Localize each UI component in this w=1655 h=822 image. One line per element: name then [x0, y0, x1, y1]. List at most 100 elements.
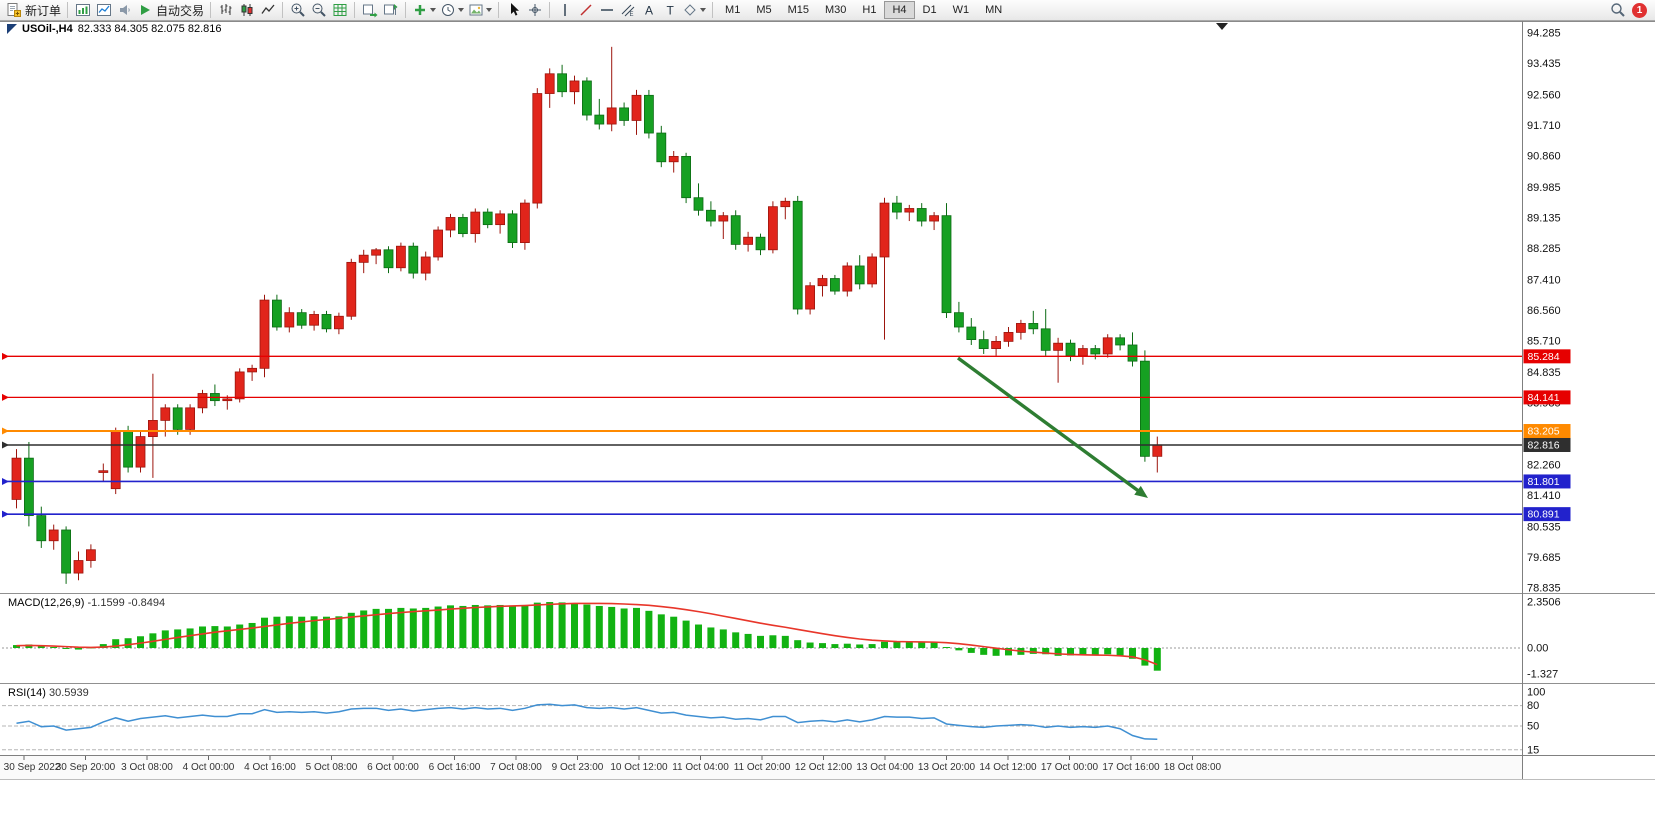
- cursor-tool-button[interactable]: [503, 1, 524, 20]
- equidistant-channel-tool-button[interactable]: E: [617, 1, 638, 20]
- templates-button[interactable]: [466, 1, 494, 20]
- candle-body: [11, 457, 22, 500]
- horizontal-price-line[interactable]: 85.284: [2, 349, 1571, 364]
- timeframe-m1-button[interactable]: M1: [717, 1, 748, 19]
- timeframe-m5-button[interactable]: M5: [748, 1, 779, 19]
- timeframe-d1-button[interactable]: D1: [915, 1, 945, 19]
- toolbar-separator: [354, 2, 356, 18]
- candle: [755, 233, 766, 256]
- candle: [941, 203, 952, 319]
- zoom-in-button[interactable]: [287, 1, 308, 20]
- candle: [594, 98, 605, 130]
- periods-button[interactable]: [438, 1, 466, 20]
- candle: [73, 551, 84, 581]
- candle-body: [929, 215, 939, 222]
- trendline-icon: [580, 4, 592, 16]
- macd-bar: [347, 612, 355, 648]
- candle-body: [606, 107, 617, 125]
- crosshair-tool-button[interactable]: [524, 1, 545, 20]
- timeframe-m30-button[interactable]: M30: [817, 1, 854, 19]
- trendline-tool-button[interactable]: [575, 1, 596, 20]
- macd-bar: [459, 605, 467, 648]
- toolbar-separator: [549, 2, 551, 18]
- candle: [247, 364, 258, 381]
- macd-bar: [930, 642, 938, 648]
- auto-scroll-button[interactable]: [359, 1, 380, 20]
- candle-body: [420, 256, 431, 274]
- horizontal-price-line[interactable]: 81.801: [2, 474, 1571, 489]
- time-axis-strip[interactable]: [0, 756, 1522, 779]
- time-axis-label: 10 Oct 12:00: [610, 762, 668, 773]
- candle-body: [482, 211, 493, 226]
- search-button[interactable]: [1607, 1, 1628, 20]
- line-chart-type-button[interactable]: [257, 1, 278, 20]
- horizontal-price-line[interactable]: 80.891: [2, 507, 1571, 522]
- candle: [309, 310, 320, 331]
- candlestick-type-button[interactable]: [236, 1, 257, 20]
- chart-background: [0, 21, 1655, 779]
- candle: [854, 255, 865, 290]
- timeframe-h1-button[interactable]: H1: [854, 1, 884, 19]
- bar-chart-type-icon: [220, 4, 232, 15]
- candle: [842, 262, 853, 297]
- shapes-tool-button[interactable]: [680, 1, 708, 20]
- macd-bar: [137, 636, 144, 648]
- timeframe-w1-button[interactable]: W1: [945, 1, 978, 19]
- macd-bar: [50, 647, 58, 648]
- new-order-label: 新订单: [25, 3, 62, 18]
- trend-arrow-line[interactable]: [956, 356, 1142, 495]
- rsi-value: 30.5939: [48, 687, 89, 699]
- market-watch-button[interactable]: [93, 1, 114, 20]
- candle: [1053, 337, 1063, 383]
- charts-window-icon: [75, 4, 90, 16]
- horizontal-line-tool-button[interactable]: [596, 1, 617, 20]
- time-axis-label: 14 Oct 12:00: [979, 762, 1037, 773]
- add-indicator-button[interactable]: [410, 1, 438, 20]
- crosshair-icon: [528, 4, 541, 16]
- macd-bar: [595, 605, 603, 648]
- news-button[interactable]: [114, 1, 135, 20]
- text-tool-button[interactable]: A: [638, 1, 659, 20]
- candle-body: [507, 213, 518, 244]
- timeframe-mn-button[interactable]: MN: [977, 1, 1010, 19]
- price-tag-label: 81.801: [1528, 476, 1560, 488]
- candle: [693, 183, 704, 216]
- candle-body: [830, 278, 840, 292]
- label-tool-button[interactable]: T: [659, 1, 680, 20]
- price-tag-label: 82.816: [1528, 439, 1560, 451]
- trend-arrow[interactable]: [956, 356, 1148, 498]
- charts-window-button[interactable]: [72, 1, 93, 20]
- chart-shift-marker[interactable]: [1216, 23, 1228, 30]
- candle-body: [185, 407, 196, 430]
- one-click-trading-icon[interactable]: [7, 24, 17, 34]
- candle-body: [445, 217, 456, 231]
- price-axis-label: 79.685: [1527, 552, 1561, 564]
- chart-shift-button[interactable]: [380, 1, 401, 20]
- macd-bar: [174, 629, 182, 648]
- candle: [470, 208, 481, 243]
- time-axis-label: 11 Oct 04:00: [672, 762, 729, 773]
- timeframe-h4-button[interactable]: H4: [884, 1, 915, 19]
- svg-text:E: E: [629, 12, 633, 18]
- horizontal-price-line[interactable]: 82.816: [2, 437, 1571, 452]
- candle-body: [147, 420, 158, 437]
- notification-badge[interactable]: 1: [1632, 2, 1647, 18]
- candle: [98, 463, 109, 482]
- grid-button[interactable]: [329, 1, 350, 20]
- candle-body: [123, 430, 133, 468]
- timeframe-m15-button[interactable]: M15: [780, 1, 817, 19]
- horizontal-price-line[interactable]: 84.141: [2, 390, 1571, 405]
- horizontal-price-line[interactable]: 83.205: [2, 424, 1571, 439]
- dropdown-caret-icon: [458, 8, 465, 12]
- bar-chart-type-button[interactable]: [215, 1, 236, 20]
- candle: [48, 524, 59, 550]
- toolbar-separator: [498, 2, 500, 18]
- auto-trading-button[interactable]: 自动交易: [135, 1, 206, 20]
- time-axis-label: 11 Oct 20:00: [734, 762, 791, 773]
- price-tag: [1523, 424, 1571, 439]
- new-order-button[interactable]: 新订单: [4, 1, 63, 20]
- zoom-out-button[interactable]: [308, 1, 329, 20]
- vertical-line-tool-button[interactable]: [554, 1, 575, 20]
